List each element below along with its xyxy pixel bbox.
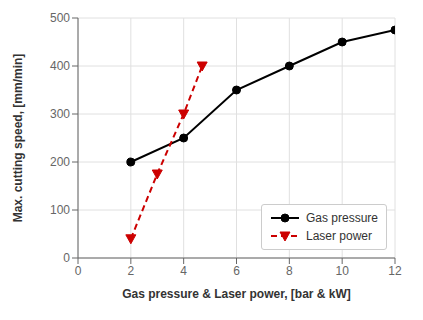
html-text:Laser power: Laser power [306, 229, 372, 243]
svg-text:6: 6 [233, 264, 240, 278]
svg-text:4: 4 [180, 264, 187, 278]
svg-text:12: 12 [388, 264, 402, 278]
svg-text:400: 400 [50, 59, 70, 73]
svg-text:0: 0 [75, 264, 82, 278]
svg-text:2: 2 [127, 264, 134, 278]
svg-text:8: 8 [286, 264, 293, 278]
svg-text:300: 300 [50, 107, 70, 121]
svg-text:0: 0 [63, 251, 70, 265]
svg-text:500: 500 [50, 11, 70, 25]
svg-text:Max. cutting speed, [mm/min]: Max. cutting speed, [mm/min] [11, 54, 25, 223]
svg-text:10: 10 [335, 264, 349, 278]
svg-text:Gas pressure & Laser power, [b: Gas pressure & Laser power, [bar & kW] [122, 287, 351, 301]
svg-text:100: 100 [50, 203, 70, 217]
html-text:Gas pressure: Gas pressure [306, 211, 378, 225]
svg-text:200: 200 [50, 155, 70, 169]
